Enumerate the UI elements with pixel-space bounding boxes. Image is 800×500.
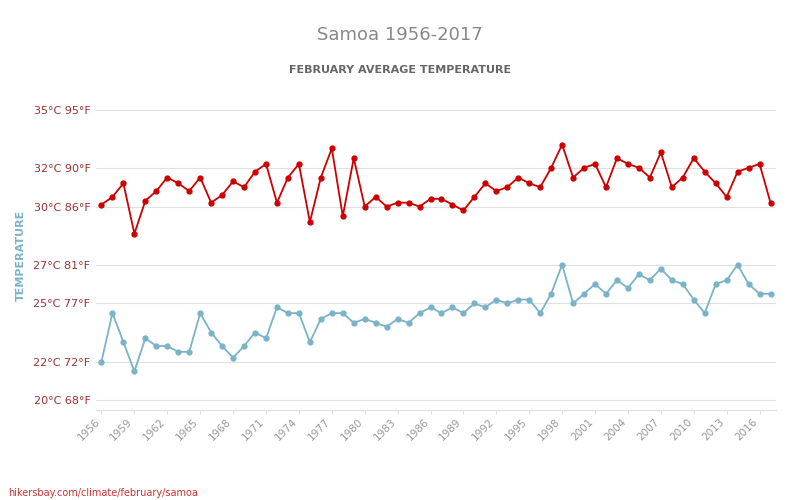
Y-axis label: TEMPERATURE: TEMPERATURE: [16, 210, 26, 300]
Text: FEBRUARY AVERAGE TEMPERATURE: FEBRUARY AVERAGE TEMPERATURE: [289, 65, 511, 75]
Text: Samoa 1956-2017: Samoa 1956-2017: [317, 26, 483, 44]
Text: hikersbay.com/climate/february/samoa: hikersbay.com/climate/february/samoa: [8, 488, 198, 498]
